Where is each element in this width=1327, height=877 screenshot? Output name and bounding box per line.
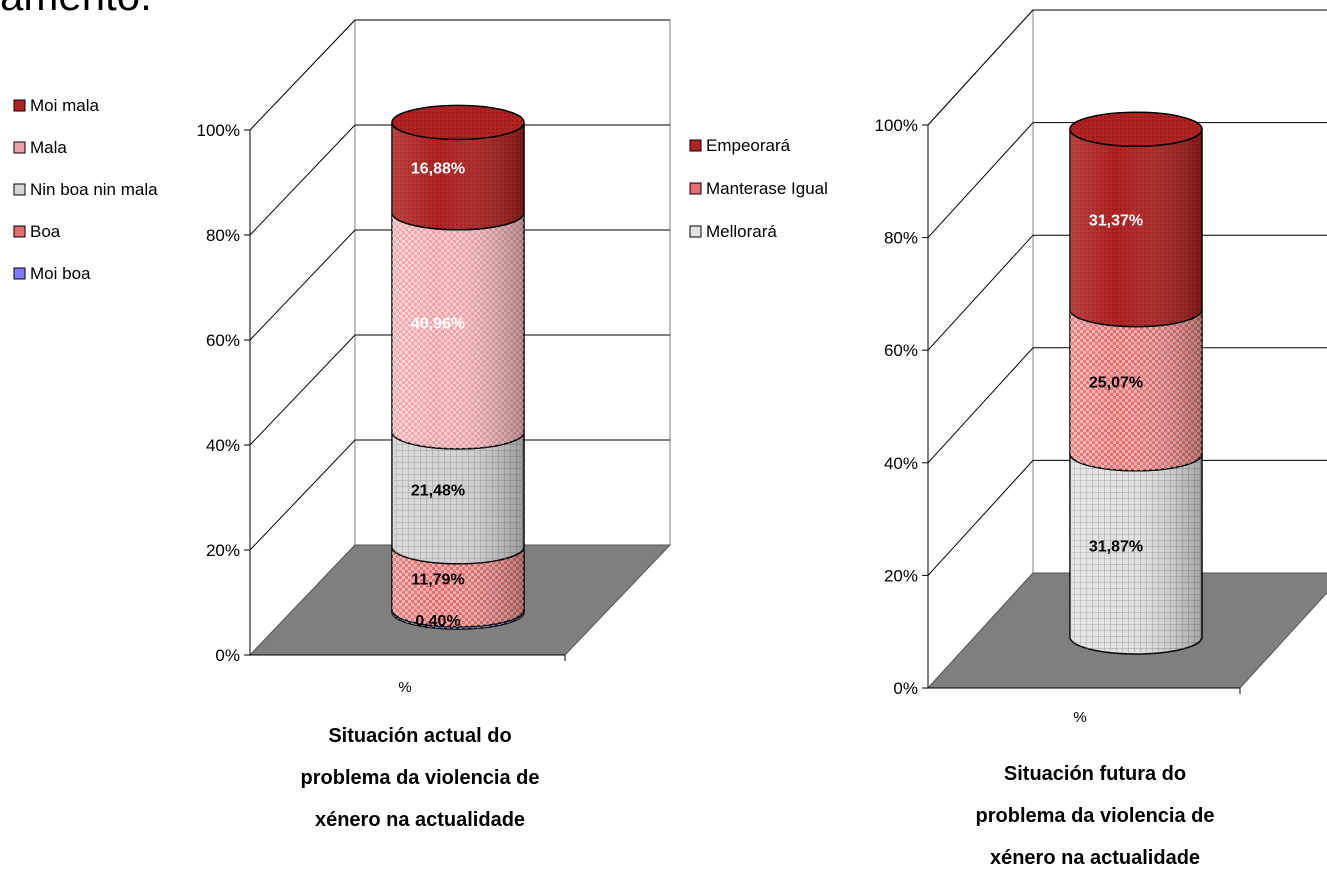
legend-swatch [689,139,702,152]
legend-label: Empeorará [706,136,791,155]
legend-swatch [689,182,702,195]
segment-shading [1070,453,1202,654]
chart-current-situation: 0% 20% 40% 60% 80% 100% 0,40% 11,79% 21,48% 40,96… [13,18,672,831]
side-wall [927,8,1034,690]
bar-segment-mellorará [1069,453,1203,655]
gridline [249,229,670,341]
chart-title-line: xénero na actualidade [315,809,525,831]
cylinder-top-cap-pattern [392,105,524,140]
gridline [927,347,1327,464]
y-tick-label: 40% [884,454,918,473]
segment-shading [392,431,524,564]
data-label: 11,79% [411,571,464,588]
gridline [927,122,1327,238]
chart-future-situation: 0% 20% 40% 60% 80% 100% 31,87% 25,07% 31,37% Empe… [689,8,1327,869]
legend-label: Mellorará [706,222,777,241]
chart-title-line: Situación actual do [328,725,511,747]
legend-label: Nin boa nin mala [30,180,158,199]
bar-segment-empeorará [1069,129,1203,328]
gridline [927,9,1327,126]
y-tick-label: 40% [206,436,240,455]
side-wall [249,18,356,657]
data-label: 31,87% [1089,538,1143,555]
y-tick-label: 20% [884,566,918,585]
y-tick-label: 100% [197,121,240,140]
cylinder-top-cap-pattern [1070,112,1202,147]
y-tick-label: 60% [884,341,918,360]
gridline [249,439,670,551]
legend-swatch [13,99,26,112]
gridline [927,234,1327,351]
data-label: 40,96% [411,315,465,332]
segment-shading [392,212,524,449]
legend-label: Moi mala [30,96,100,115]
chart-title-line: xénero na actualidade [990,847,1200,869]
y-tick-label: 60% [206,331,240,350]
legend-swatch [689,225,702,238]
legend-label: Mala [30,138,67,157]
y-tick-label: 20% [206,541,240,560]
data-label: 16,88% [411,161,465,178]
page-heading-fragment: amento. [0,0,152,20]
y-tick-label: 100% [875,116,918,135]
bar-segment-manterase-igual [1069,309,1203,472]
bar-segment-boa [391,546,525,628]
y-tick-label: 80% [206,226,240,245]
legend-swatch [13,267,26,280]
gridline [249,124,670,236]
data-label: 31,37% [1089,212,1143,229]
gridline [249,19,670,131]
legend-swatch [13,225,26,238]
category-label: % [398,679,411,696]
legend-swatch [13,141,26,154]
segment-shading [392,546,524,627]
legend-label: Boa [30,222,61,241]
segment-shading [1070,129,1202,327]
legend-swatch [13,183,26,196]
data-label: 0,40% [415,613,460,630]
legend-label: Moi boa [30,264,91,283]
bar-segment-nin-boa-nin-mala [391,431,525,565]
chart-title-line: problema da violencia de [301,767,540,789]
gridline [927,459,1327,576]
chart-title-line: Situación futura do [1004,763,1186,785]
chart-title-line: problema da violencia de [976,805,1215,827]
bar-segment-mala [391,212,525,450]
segment-shading [1070,309,1202,471]
legend-label: Manterase Igual [706,179,828,198]
y-tick-label: 0% [893,679,918,698]
y-tick-label: 80% [884,229,918,248]
segment-shading [392,122,524,230]
data-label: 21,48% [411,482,465,499]
data-label: 25,07% [1089,375,1143,392]
y-tick-label: 0% [215,646,240,665]
category-label: % [1073,709,1086,726]
bar-segment-moi-mala [391,122,525,231]
gridline [249,334,670,446]
